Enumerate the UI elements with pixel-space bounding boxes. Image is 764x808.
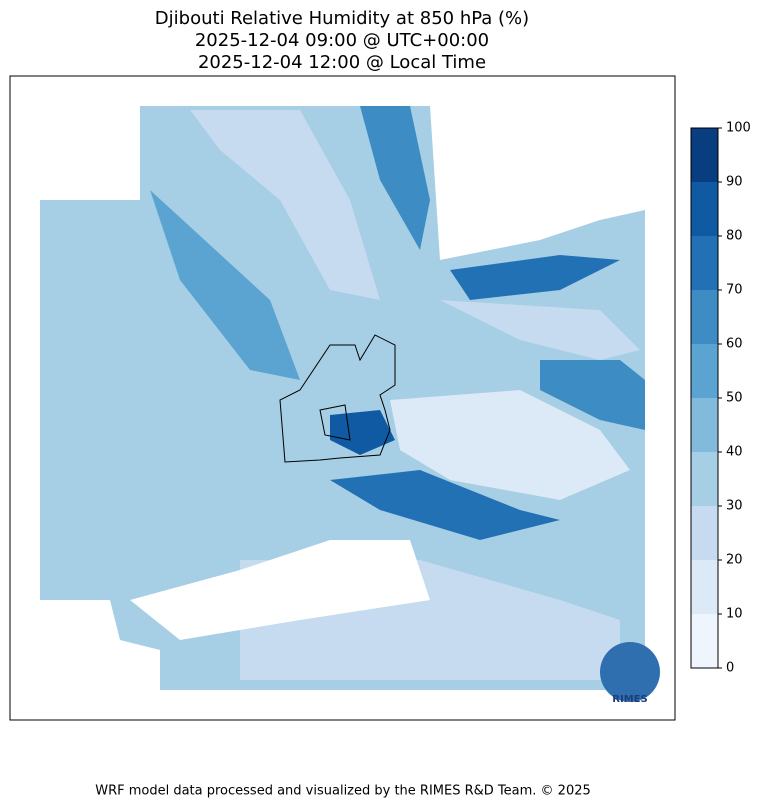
colorbar-tick-label: 70	[726, 283, 743, 298]
field	[450, 255, 620, 300]
colorbar-tick-label: 40	[726, 445, 743, 460]
colorbar-segment	[691, 290, 718, 344]
field	[150, 190, 300, 380]
field	[540, 360, 645, 430]
no-data	[130, 540, 430, 640]
colorbar-tick-label: 20	[726, 553, 743, 568]
field	[360, 106, 430, 250]
field	[190, 110, 380, 300]
colorbar-segment	[691, 344, 718, 398]
colorbar-segment	[691, 506, 718, 560]
field	[440, 300, 640, 360]
no-data	[430, 106, 645, 260]
colorbar-tick-label: 50	[726, 391, 743, 406]
country-border	[279, 334, 396, 463]
colorbar-tick-label: 30	[726, 499, 743, 514]
field	[390, 390, 630, 500]
footer: WRF model data processed and visualized …	[95, 784, 591, 799]
colorbar-tick-label: 80	[726, 229, 743, 244]
colorbar: 0 10 20 30 40 50 60 70 80 90 100	[690, 121, 751, 676]
colorbar-segment	[691, 128, 718, 182]
colorbar-tick-label: 0	[726, 661, 734, 676]
colorbar-tick-label: 60	[726, 337, 743, 352]
no-data	[40, 106, 140, 200]
colorbar-tick-label: 10	[726, 607, 743, 622]
field	[330, 470, 560, 540]
colorbar-tick-label: 90	[726, 175, 743, 190]
colorbar-segment	[691, 182, 718, 236]
title-line: 2025-12-04 09:00 @ UTC+00:00	[195, 30, 489, 51]
colorbar-segment	[691, 398, 718, 452]
colorbar-segment	[691, 560, 718, 614]
colorbar-segment	[691, 614, 718, 668]
logo-text: RIMES	[612, 694, 647, 705]
colorbar-segment	[691, 452, 718, 506]
logo	[600, 642, 660, 702]
no-data	[40, 600, 160, 690]
title-line: 2025-12-04 12:00 @ Local Time	[198, 52, 486, 73]
map: RIMES	[9, 75, 676, 721]
title-line: Djibouti Relative Humidity at 850 hPa (%…	[155, 8, 529, 29]
colorbar-segment	[691, 236, 718, 290]
field	[330, 410, 395, 455]
colorbar-tick-label: 100	[726, 121, 751, 136]
